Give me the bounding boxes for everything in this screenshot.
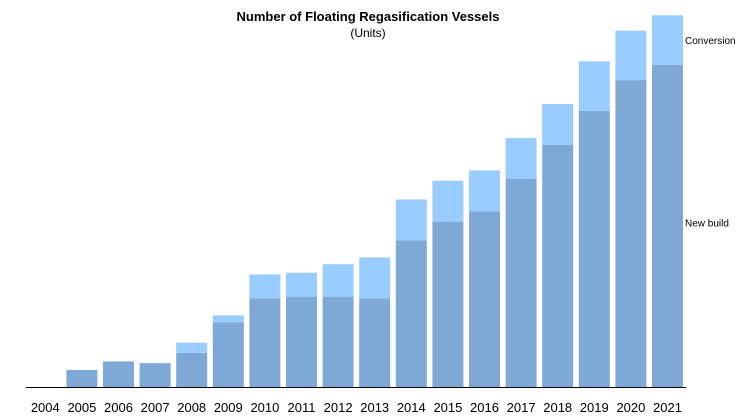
x-tick-label-2014: 2014 <box>397 400 426 415</box>
x-tick-label-2008: 2008 <box>177 400 206 415</box>
series-label-new-build: New build <box>685 219 729 230</box>
bar-conversion-2012 <box>322 264 354 297</box>
bar-new-build-2018 <box>542 144 574 387</box>
bar-conversion-2011 <box>286 272 317 297</box>
x-tick-labels: 2004 2005 2006 2007 2008 2009 2010 2011 2012 2013… <box>31 400 682 415</box>
bar-conversion-2017 <box>505 138 537 179</box>
bar-new-build-2020 <box>615 80 647 387</box>
bar-conversion-2021 <box>652 15 683 65</box>
x-tick-label-2009: 2009 <box>214 400 243 415</box>
bar-conversion-2008 <box>176 342 208 353</box>
bar-new-build-2010 <box>249 298 281 387</box>
bar-new-build-2021 <box>652 64 683 387</box>
chart-subtitle: (Units) <box>350 26 386 40</box>
bar-conversion-2014 <box>395 199 427 241</box>
x-tick-label-2016: 2016 <box>470 400 499 415</box>
bar-new-build-2015 <box>432 221 464 387</box>
x-tick-label-2021: 2021 <box>653 400 682 415</box>
bar-new-build-2017 <box>505 178 537 387</box>
bar-new-build-2012 <box>322 296 354 387</box>
x-tick-label-2010: 2010 <box>250 400 279 415</box>
bar-conversion-2013 <box>359 257 391 299</box>
x-tick-label-2020: 2020 <box>616 400 645 415</box>
series-labels: New build Conversion <box>685 36 736 230</box>
bar-new-build-2011 <box>286 296 317 387</box>
bar-conversion-2009 <box>212 315 244 323</box>
bar-new-build-2005 <box>66 369 98 387</box>
bar-conversion-2015 <box>432 180 464 222</box>
bar-new-build-2016 <box>469 211 500 387</box>
bar-conversion-2020 <box>615 30 647 81</box>
bar-new-build-2013 <box>359 298 391 387</box>
bar-new-build-2019 <box>578 110 610 387</box>
bar-conversion-2010 <box>249 274 281 299</box>
series-label-conversion: Conversion <box>685 36 736 47</box>
bar-new-build-2009 <box>212 322 244 387</box>
x-tick-label-2004: 2004 <box>31 400 60 415</box>
x-tick-label-2011: 2011 <box>288 400 316 415</box>
bar-conversion-2016 <box>469 170 500 212</box>
x-tick-label-2013: 2013 <box>360 400 389 415</box>
bar-new-build-2014 <box>395 240 427 387</box>
x-tick-label-2017: 2017 <box>507 400 536 415</box>
x-tick-label-2007: 2007 <box>141 400 170 415</box>
x-tick-label-2005: 2005 <box>67 400 96 415</box>
x-tick-label-2012: 2012 <box>324 400 353 415</box>
x-tick-label-2015: 2015 <box>433 400 462 415</box>
x-tick-label-2006: 2006 <box>104 400 133 415</box>
x-tick-label-2018: 2018 <box>543 400 572 415</box>
bar-conversion-2019 <box>578 61 610 111</box>
bar-new-build-2008 <box>176 352 208 387</box>
bar-conversion-2018 <box>542 103 574 145</box>
chart-title: Number of Floating Regasification Vessel… <box>236 9 500 24</box>
bar-new-build-2006 <box>103 361 134 388</box>
x-tick-label-2019: 2019 <box>580 400 609 415</box>
bar-new-build-2007 <box>139 363 171 387</box>
bars-group <box>66 15 683 388</box>
